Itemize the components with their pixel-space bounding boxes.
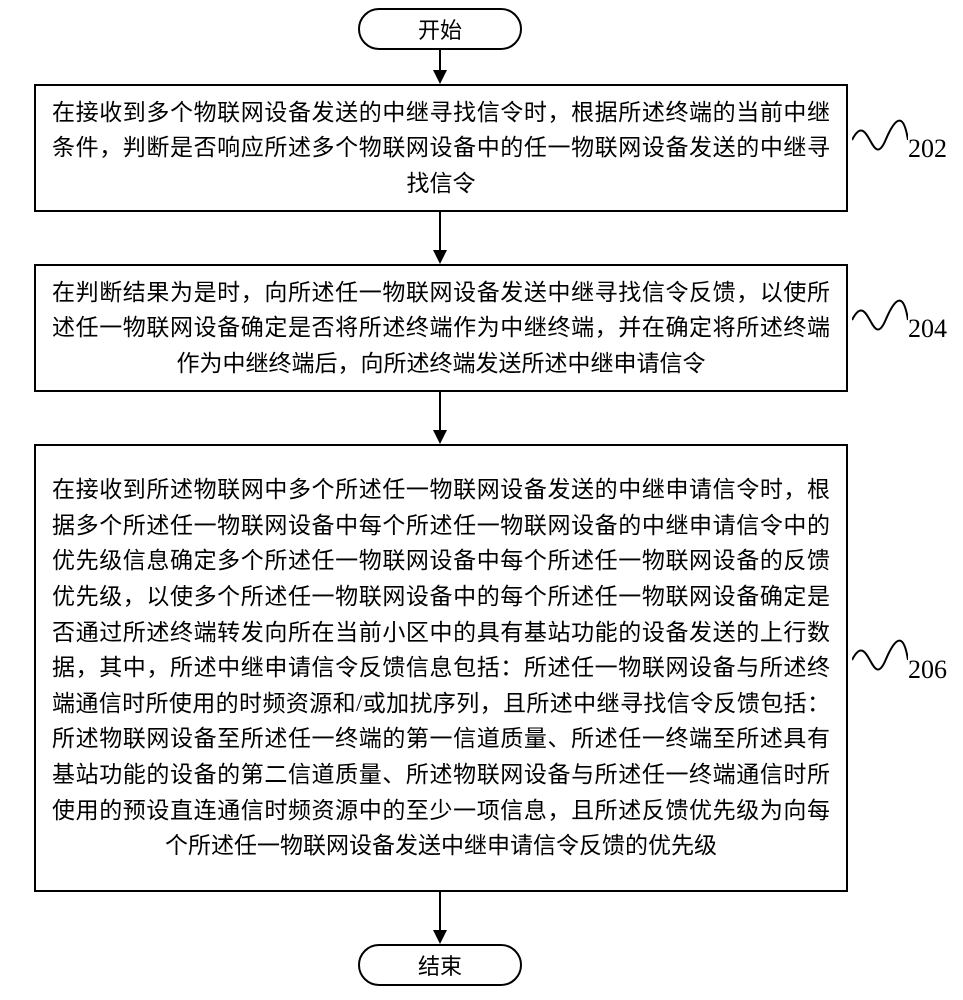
- process-step-204: 在判断结果为是时，向所述任一物联网设备发送中继寻找信令反馈，以使所述任一物联网设…: [34, 264, 848, 392]
- arrow-206-to-end: [439, 892, 441, 932]
- process-step-206: 在接收到所述物联网中多个所述任一物联网设备发送的中继申请信令时，根据多个所述任一…: [34, 444, 848, 892]
- arrow-start-to-202: [439, 50, 441, 72]
- process-step-202-text: 在接收到多个物联网设备发送的中继寻找信令时，根据所述终端的当前中继条件，判断是否…: [52, 95, 830, 202]
- terminal-start: 开始: [358, 8, 522, 50]
- terminal-end-label: 结束: [418, 949, 462, 981]
- terminal-end: 结束: [358, 944, 522, 986]
- arrow-204-to-206: [439, 392, 441, 432]
- flowchart-canvas: 开始 在接收到多个物联网设备发送的中继寻找信令时，根据所述终端的当前中继条件，判…: [0, 0, 963, 1000]
- arrowhead-icon: [433, 430, 447, 444]
- arrowhead-icon: [433, 70, 447, 84]
- process-step-204-text: 在判断结果为是时，向所述任一物联网设备发送中继寻找信令反馈，以使所述任一物联网设…: [52, 275, 830, 382]
- arrowhead-icon: [433, 930, 447, 944]
- arrowhead-icon: [433, 250, 447, 264]
- terminal-start-label: 开始: [418, 13, 462, 45]
- process-step-202: 在接收到多个物联网设备发送的中继寻找信令时，根据所述终端的当前中继条件，判断是否…: [34, 84, 848, 212]
- step-label-204: 204: [908, 314, 947, 344]
- callout-curve-icon: [852, 298, 908, 342]
- callout-curve-icon: [852, 118, 908, 162]
- arrow-202-to-204: [439, 212, 441, 252]
- step-label-206: 206: [908, 655, 947, 685]
- callout-curve-icon: [852, 638, 908, 682]
- process-step-206-text: 在接收到所述物联网中多个所述任一物联网设备发送的中继申请信令时，根据多个所述任一…: [52, 472, 830, 864]
- step-label-202: 202: [908, 134, 947, 164]
